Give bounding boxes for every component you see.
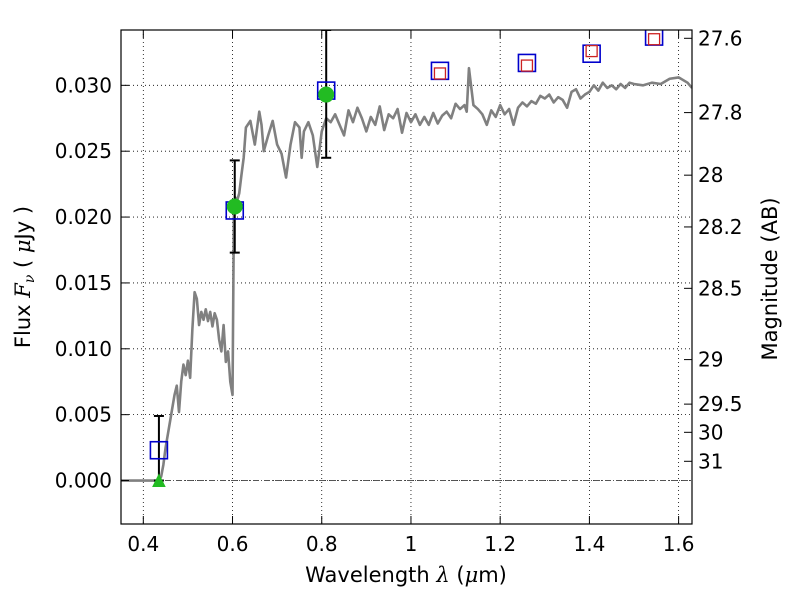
y-tick-label: 0.000 <box>55 469 112 493</box>
x-tick-label: 1 <box>405 532 418 556</box>
y-tick-label: 0.005 <box>55 403 112 427</box>
axis-ticks <box>121 30 692 524</box>
x-tick-labels: 0.4 0.6 0.8 1 1.2 1.4 1.6 <box>127 532 694 556</box>
upper-limit-triangle <box>152 473 166 488</box>
x-tick-label: 0.6 <box>217 532 249 556</box>
observed-flux-square <box>149 440 169 460</box>
y-tick-label: 0.030 <box>55 73 112 97</box>
model-flux-square <box>433 67 447 80</box>
model-spectrum-line <box>121 66 692 482</box>
detection-point <box>318 86 335 103</box>
x-tick-label: 1.4 <box>573 532 605 556</box>
magnitude-tick-label: 29.5 <box>698 392 743 416</box>
magnitude-tick-label: 27.6 <box>698 26 743 50</box>
model-flux-square <box>520 59 534 72</box>
magnitude-tick-label: 28.5 <box>698 276 743 300</box>
model-spectrum-group <box>121 66 692 482</box>
model-flux-square <box>647 33 661 46</box>
plot-frame <box>120 29 693 525</box>
y-axis-nu-subscript: ν <box>22 274 38 283</box>
magnitude-tick-label: 27.8 <box>698 101 743 125</box>
x-tick-label: 0.4 <box>127 532 159 556</box>
magnitude-axis-label: Magnitude (AB) <box>758 197 782 360</box>
magnitude-tick-label: 31 <box>698 449 723 473</box>
y-tick-label: 0.010 <box>55 337 112 361</box>
magnitude-tick-label: 29 <box>698 348 723 372</box>
y-tick-labels: 0.000 0.005 0.010 0.015 0.020 0.025 0.030 <box>55 73 112 492</box>
x-tick-label: 1.2 <box>484 532 516 556</box>
magnitude-tick-label: 28.2 <box>698 215 743 239</box>
magnitude-tick-label: 30 <box>698 420 723 444</box>
y-tick-label: 0.025 <box>55 139 112 163</box>
magnitude-tick-label: 28 <box>698 163 723 187</box>
plot-background <box>121 30 692 524</box>
y-axis-f-symbol: F <box>11 282 35 299</box>
y-tick-label: 0.020 <box>55 205 112 229</box>
data-points-group <box>149 30 664 488</box>
y-tick-label: 0.015 <box>55 271 112 295</box>
x-tick-label: 1.6 <box>663 532 695 556</box>
x-axis-mu: μ <box>465 563 479 587</box>
detection-point <box>226 198 243 215</box>
x-axis-lambda: λ <box>435 563 449 587</box>
magnitude-tick-labels: 27.6 27.8 28 28.2 28.5 29 29.5 30 31 <box>698 26 743 473</box>
y-axis-mu: μ <box>11 239 35 253</box>
x-axis-label: Wavelength λ (μm) <box>305 563 507 587</box>
x-tick-label: 0.8 <box>306 532 338 556</box>
model-flux-square <box>585 44 598 58</box>
y-axis-label: Flux Fν ( μJy ) <box>11 206 38 348</box>
